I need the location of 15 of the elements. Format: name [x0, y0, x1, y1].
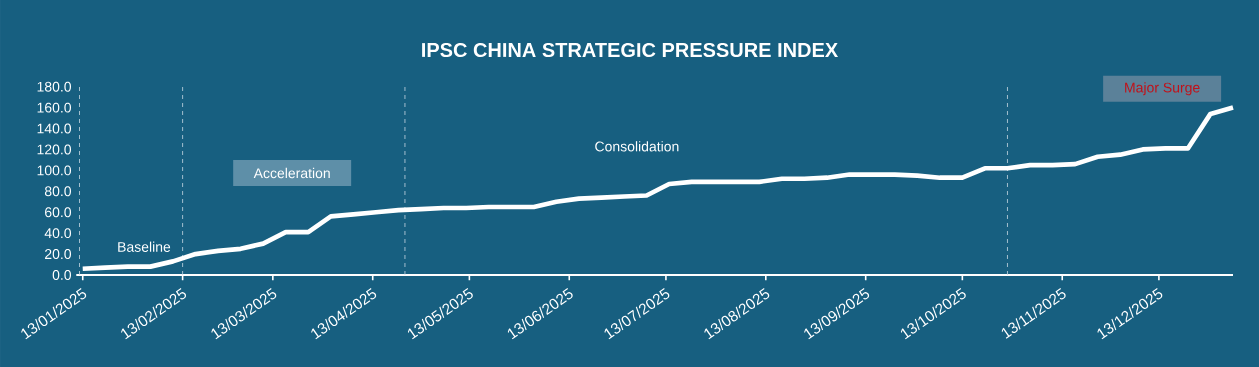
annotation: Major Surge — [1125, 82, 1200, 96]
y-tick-label: 80.0 — [44, 186, 72, 197]
y-tick-label: 180.0 — [37, 81, 72, 92]
chart-title: IPSC CHINA STRATEGIC PRESSURE INDEX — [422, 42, 839, 58]
y-tick-label: 160.0 — [37, 102, 72, 113]
y-tick-label: 60.0 — [45, 207, 72, 218]
y-tick-label: 20.0 — [45, 249, 72, 260]
y-tick-label: 40.0 — [44, 228, 72, 239]
y-tick-label: 140.0 — [37, 123, 72, 134]
annotation: Consolidation — [595, 141, 679, 152]
annotation: Acceleration — [253, 167, 330, 179]
annotation: Baseline — [118, 241, 171, 252]
y-tick-label: 100.0 — [37, 165, 72, 176]
y-tick-label: 0.0 — [52, 270, 72, 280]
y-tick-label: 120.0 — [37, 144, 72, 155]
